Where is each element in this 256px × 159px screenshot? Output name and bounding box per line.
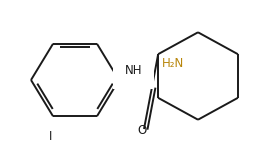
- Text: H₂N: H₂N: [162, 57, 184, 70]
- Text: I: I: [49, 130, 53, 143]
- Text: NH: NH: [125, 65, 142, 77]
- Text: O: O: [137, 124, 147, 137]
